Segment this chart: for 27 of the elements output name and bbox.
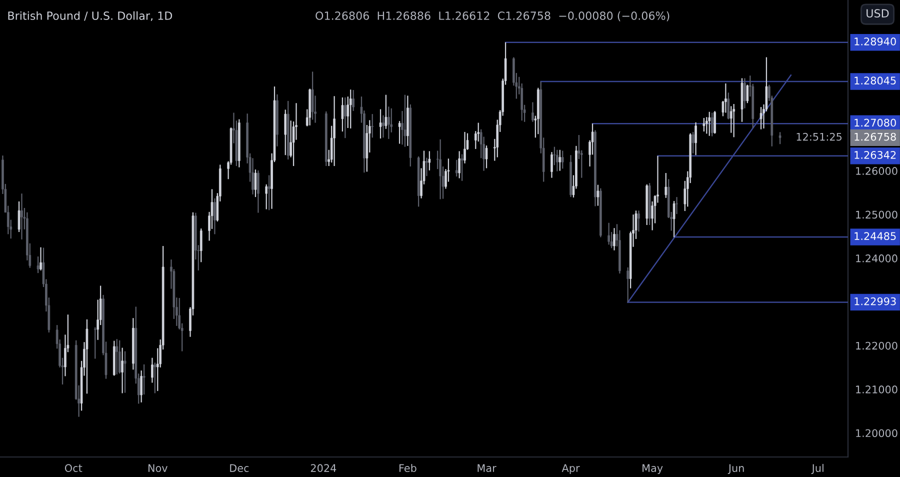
x-tick-label: Feb bbox=[399, 464, 416, 472]
y-tick-label: 1.25000 bbox=[856, 210, 898, 219]
x-tick-label: Jul bbox=[811, 464, 824, 474]
annotation: 12:51:25 bbox=[796, 132, 842, 141]
text: O1.26806 H1.26886 L1.26612 C1.26758 −0.00080 (−0.06%) bbox=[316, 11, 670, 22]
x-tick-label: Oct bbox=[64, 464, 82, 472]
data-label: 1.28045 bbox=[854, 76, 896, 85]
text: USD bbox=[866, 9, 889, 18]
text: 1.26758 bbox=[854, 132, 896, 141]
data-label: 1.26342 bbox=[854, 151, 896, 159]
text: British Pound / U.S. Dollar, 1D bbox=[8, 11, 172, 22]
y-tick-label: 1.22000 bbox=[856, 342, 898, 350]
x-tick-label: Mar bbox=[478, 464, 496, 472]
x-tick-label: Nov bbox=[148, 464, 168, 472]
x-tick-label: Dec bbox=[230, 464, 249, 472]
x-tick-label: Jun bbox=[728, 464, 744, 474]
x-tick-label: 2024 bbox=[310, 464, 336, 472]
data-label: 1.28940 bbox=[854, 38, 896, 46]
y-tick-label: 1.20000 bbox=[856, 429, 898, 438]
data-label: 1.27080 bbox=[854, 118, 896, 127]
data-label: 1.24485 bbox=[854, 232, 896, 240]
y-tick-label: 1.24000 bbox=[856, 254, 898, 262]
data-label: 1.22993 bbox=[854, 297, 896, 306]
y-tick-label: 1.26000 bbox=[856, 167, 898, 175]
x-tick-label: May bbox=[642, 464, 663, 474]
y-tick-label: 1.21000 bbox=[856, 386, 898, 394]
x-tick-label: Apr bbox=[562, 464, 580, 474]
